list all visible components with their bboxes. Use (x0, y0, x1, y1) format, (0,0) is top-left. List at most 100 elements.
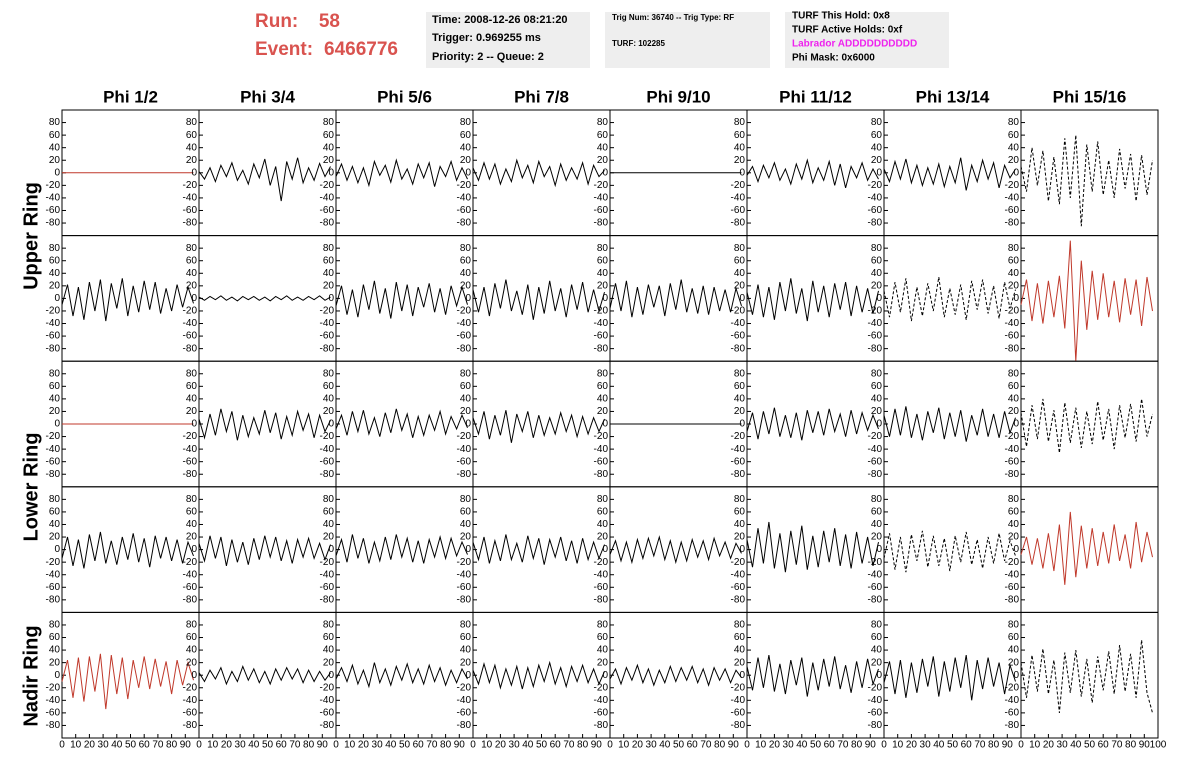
waveform (335, 158, 468, 188)
y-tick-label: 60 (734, 255, 746, 266)
y-tick-label: -40 (1005, 569, 1020, 580)
y-tick-label: 40 (460, 142, 472, 153)
waveform (335, 408, 468, 438)
y-tick-label: 20 (1008, 532, 1020, 543)
waveform (198, 157, 331, 202)
y-tick-label: 0 (739, 544, 745, 555)
y-tick-label: -60 (183, 205, 198, 216)
y-tick-label: -80 (320, 594, 335, 605)
y-tick-label: 60 (1008, 632, 1020, 643)
y-tick-label: 20 (597, 280, 609, 291)
x-tick-label: 80 (714, 740, 726, 751)
waveform (1020, 398, 1153, 453)
y-tick-label: -80 (46, 720, 61, 731)
y-tick-label: 80 (734, 117, 746, 128)
x-tick-label: 50 (399, 740, 411, 751)
y-tick-label: 20 (734, 657, 746, 668)
column-title: Phi 5/6 (377, 87, 432, 106)
y-tick-label: -40 (457, 695, 472, 706)
y-tick-label: -40 (320, 444, 335, 455)
y-tick-label: -80 (457, 218, 472, 229)
y-tick-label: 80 (460, 494, 472, 505)
y-tick-label: -20 (1005, 557, 1020, 568)
y-tick-label: -40 (731, 569, 746, 580)
waveform (1020, 511, 1153, 585)
y-tick-label: -80 (183, 343, 198, 354)
x-tick-label: 0 (1018, 740, 1024, 751)
y-tick-label: 0 (876, 670, 882, 681)
column-title: Phi 11/12 (779, 87, 852, 106)
x-tick-label: 90 (180, 740, 192, 751)
x-tick-label: 30 (1057, 740, 1069, 751)
y-tick-label: 0 (876, 167, 882, 178)
y-tick-label: 40 (186, 142, 198, 153)
y-tick-label: -20 (183, 682, 198, 693)
x-tick-label: 20 (632, 740, 644, 751)
y-tick-label: 40 (186, 645, 198, 656)
y-tick-label: 40 (734, 645, 746, 656)
x-tick-label: 50 (810, 740, 822, 751)
x-tick-label: 80 (577, 740, 589, 751)
y-tick-label: -60 (1005, 708, 1020, 719)
y-tick-label: -80 (868, 343, 883, 354)
y-tick-label: 20 (460, 280, 472, 291)
y-tick-label: 0 (465, 419, 471, 430)
x-tick-label: 50 (1084, 740, 1096, 751)
y-tick-label: -40 (183, 193, 198, 204)
x-tick-label: 10 (207, 740, 219, 751)
y-tick-label: 80 (186, 243, 198, 254)
y-tick-label: -80 (1005, 594, 1020, 605)
x-tick-label: 70 (974, 740, 986, 751)
x-tick-label: 20 (906, 740, 918, 751)
y-tick-label: -80 (183, 218, 198, 229)
y-tick-label: 0 (602, 293, 608, 304)
y-tick-label: -60 (457, 205, 472, 216)
y-tick-label: -20 (1005, 180, 1020, 191)
y-tick-label: 0 (328, 670, 334, 681)
y-tick-label: -40 (594, 193, 609, 204)
y-tick-label: 20 (1008, 280, 1020, 291)
y-tick-label: 80 (1008, 620, 1020, 631)
panel-frame (335, 486, 474, 613)
panel-frame (472, 611, 611, 739)
panel-frame (335, 360, 474, 488)
x-tick-label: 50 (947, 740, 959, 751)
info-text: Phi Mask: 0x6000 (792, 53, 875, 64)
y-tick-label: 60 (597, 632, 609, 643)
x-tick-label: 70 (152, 740, 164, 751)
y-tick-label: 20 (734, 406, 746, 417)
y-tick-label: -20 (46, 682, 61, 693)
y-tick-label: 20 (323, 155, 335, 166)
y-tick-label: -40 (868, 695, 883, 706)
y-tick-label: -80 (320, 343, 335, 354)
panel-frame (61, 486, 200, 613)
panel-frame (883, 109, 1022, 237)
info-text: Time: 2008-12-26 08:21:20 (432, 14, 568, 26)
x-tick-label: 40 (248, 740, 260, 751)
y-tick-label: 20 (49, 406, 61, 417)
y-tick-label: 20 (186, 657, 198, 668)
y-tick-label: 80 (597, 368, 609, 379)
row-label: Upper Ring (20, 182, 42, 290)
y-tick-label: -80 (183, 469, 198, 480)
y-tick-label: -40 (731, 318, 746, 329)
x-tick-label: 70 (563, 740, 575, 751)
y-tick-label: 60 (323, 507, 335, 518)
y-tick-label: -20 (46, 557, 61, 568)
waveform (883, 406, 1016, 442)
y-tick-label: 60 (734, 632, 746, 643)
y-tick-label: 60 (323, 255, 335, 266)
y-tick-label: 20 (871, 155, 883, 166)
y-tick-label: 40 (49, 142, 61, 153)
y-tick-label: 40 (1008, 394, 1020, 405)
y-tick-label: 60 (460, 381, 472, 392)
y-tick-label: 40 (871, 519, 883, 530)
y-tick-label: 20 (871, 532, 883, 543)
x-tick-label: 10 (481, 740, 493, 751)
y-tick-label: 60 (871, 255, 883, 266)
y-tick-label: -20 (320, 180, 335, 191)
y-tick-label: -60 (594, 331, 609, 342)
x-tick-label: 10 (618, 740, 630, 751)
y-tick-label: -60 (183, 582, 198, 593)
y-tick-label: 80 (323, 494, 335, 505)
